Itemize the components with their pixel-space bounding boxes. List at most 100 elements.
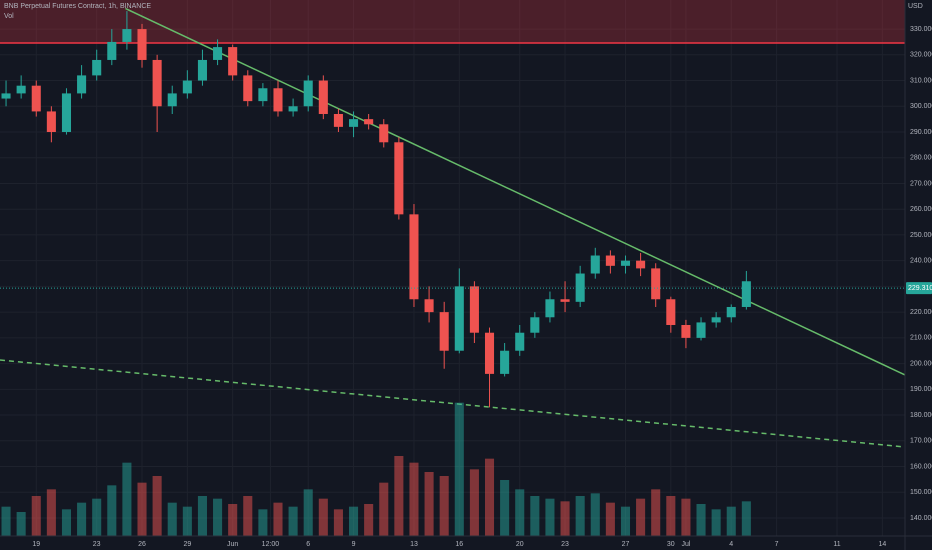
candle-body xyxy=(726,306,736,318)
candle-body xyxy=(107,41,117,60)
volume-bar xyxy=(31,496,41,536)
candle-body xyxy=(741,281,751,307)
x-tick-label: 30 xyxy=(667,541,675,548)
volume-bar xyxy=(228,504,238,536)
candle-body xyxy=(515,332,525,351)
volume-bar xyxy=(288,506,298,536)
y-tick-label: 330.000 xyxy=(910,26,932,33)
candle-body xyxy=(228,47,238,76)
x-tick-label: 19 xyxy=(32,541,40,548)
volume-bar xyxy=(711,509,721,536)
volume-bar xyxy=(394,456,404,536)
volume-bar xyxy=(364,504,374,536)
x-tick-label: Jun xyxy=(227,541,238,548)
candle-body xyxy=(500,350,510,374)
candle-body xyxy=(575,273,585,302)
volume-bar xyxy=(1,506,11,536)
volume-bar xyxy=(439,476,449,536)
volume-bar xyxy=(484,458,495,536)
candle-body xyxy=(288,106,298,112)
candle-body xyxy=(31,85,41,112)
candle-body xyxy=(77,75,87,94)
x-tick-label: 4 xyxy=(729,541,733,548)
volume-bar xyxy=(424,472,434,536)
candle-body xyxy=(1,93,11,99)
candle-body xyxy=(318,80,328,114)
candle-body xyxy=(61,93,72,133)
volume-bar xyxy=(379,482,389,536)
y-tick-label: 290.000 xyxy=(910,129,932,136)
candle-body xyxy=(152,59,162,107)
last-price-tag xyxy=(906,282,932,295)
volume-bar xyxy=(620,506,631,536)
candle-body xyxy=(243,75,253,102)
candle-body xyxy=(122,29,132,42)
x-tick-label: 13 xyxy=(410,541,418,548)
volume-bar xyxy=(605,502,615,536)
y-tick-label: 220.000 xyxy=(910,309,932,316)
candle-body xyxy=(424,299,434,313)
y-tick-label: 250.000 xyxy=(910,232,932,239)
x-tick-label: 26 xyxy=(138,541,146,548)
candle-body xyxy=(394,142,404,215)
candle-body xyxy=(349,119,359,127)
volume-bar xyxy=(454,402,464,536)
x-tick-label: 11 xyxy=(833,541,840,548)
candle-body xyxy=(620,260,631,266)
candle-body xyxy=(273,88,283,112)
candle-body xyxy=(16,85,26,94)
volume-bar xyxy=(167,502,177,536)
y-tick-label: 210.000 xyxy=(910,335,932,342)
x-tick-label: 23 xyxy=(561,541,569,548)
y-tick-label: 150.000 xyxy=(910,489,932,496)
candle-body xyxy=(333,113,343,127)
candle-body xyxy=(590,255,600,274)
volume-bar xyxy=(182,506,192,536)
volume-bar xyxy=(258,509,268,536)
volume-bar xyxy=(122,462,132,536)
x-tick-label: 12:00 xyxy=(262,541,280,548)
candle-body xyxy=(409,214,419,300)
y-tick-label: 240.000 xyxy=(910,258,932,265)
candle-body xyxy=(213,47,223,60)
candle-body xyxy=(681,324,691,338)
candle-body xyxy=(711,317,721,323)
candle-body xyxy=(696,322,706,338)
y-tick-label: 140.000 xyxy=(910,515,932,522)
x-tick-label: Jul xyxy=(681,541,690,548)
candle-body xyxy=(530,317,540,333)
y-tick-label: 190.000 xyxy=(910,386,932,393)
volume-bar xyxy=(107,485,117,536)
candle-body xyxy=(469,286,479,333)
volume-bar xyxy=(575,496,585,536)
candle-body xyxy=(92,59,102,76)
x-tick-label: 9 xyxy=(352,541,356,548)
candle-body xyxy=(137,29,147,60)
candle-body xyxy=(46,111,56,133)
candle-body xyxy=(439,312,449,351)
candle-body xyxy=(666,299,676,325)
volume-bar xyxy=(515,489,525,536)
currency: USD xyxy=(908,3,923,10)
volume-bar xyxy=(696,504,706,536)
y-tick-label: 300.000 xyxy=(910,103,932,110)
candle-body xyxy=(454,286,464,351)
candle-body xyxy=(364,119,374,125)
volume-bar xyxy=(636,498,646,536)
volume-bar xyxy=(243,496,253,536)
volume-bar xyxy=(500,480,510,536)
x-tick-label: 7 xyxy=(775,541,779,548)
volume-bar xyxy=(409,462,419,536)
y-tick-label: 170.000 xyxy=(910,438,932,445)
volume-bar xyxy=(726,506,736,536)
y-tick-label: 200.000 xyxy=(910,360,932,367)
volume-bar xyxy=(545,498,555,536)
x-tick-label: 6 xyxy=(306,541,310,548)
candle-body xyxy=(605,255,615,266)
candle-body xyxy=(197,59,207,81)
candle-body xyxy=(258,88,268,102)
last-price-label: 229.310 xyxy=(908,285,932,292)
y-tick-label: 280.000 xyxy=(910,155,932,162)
